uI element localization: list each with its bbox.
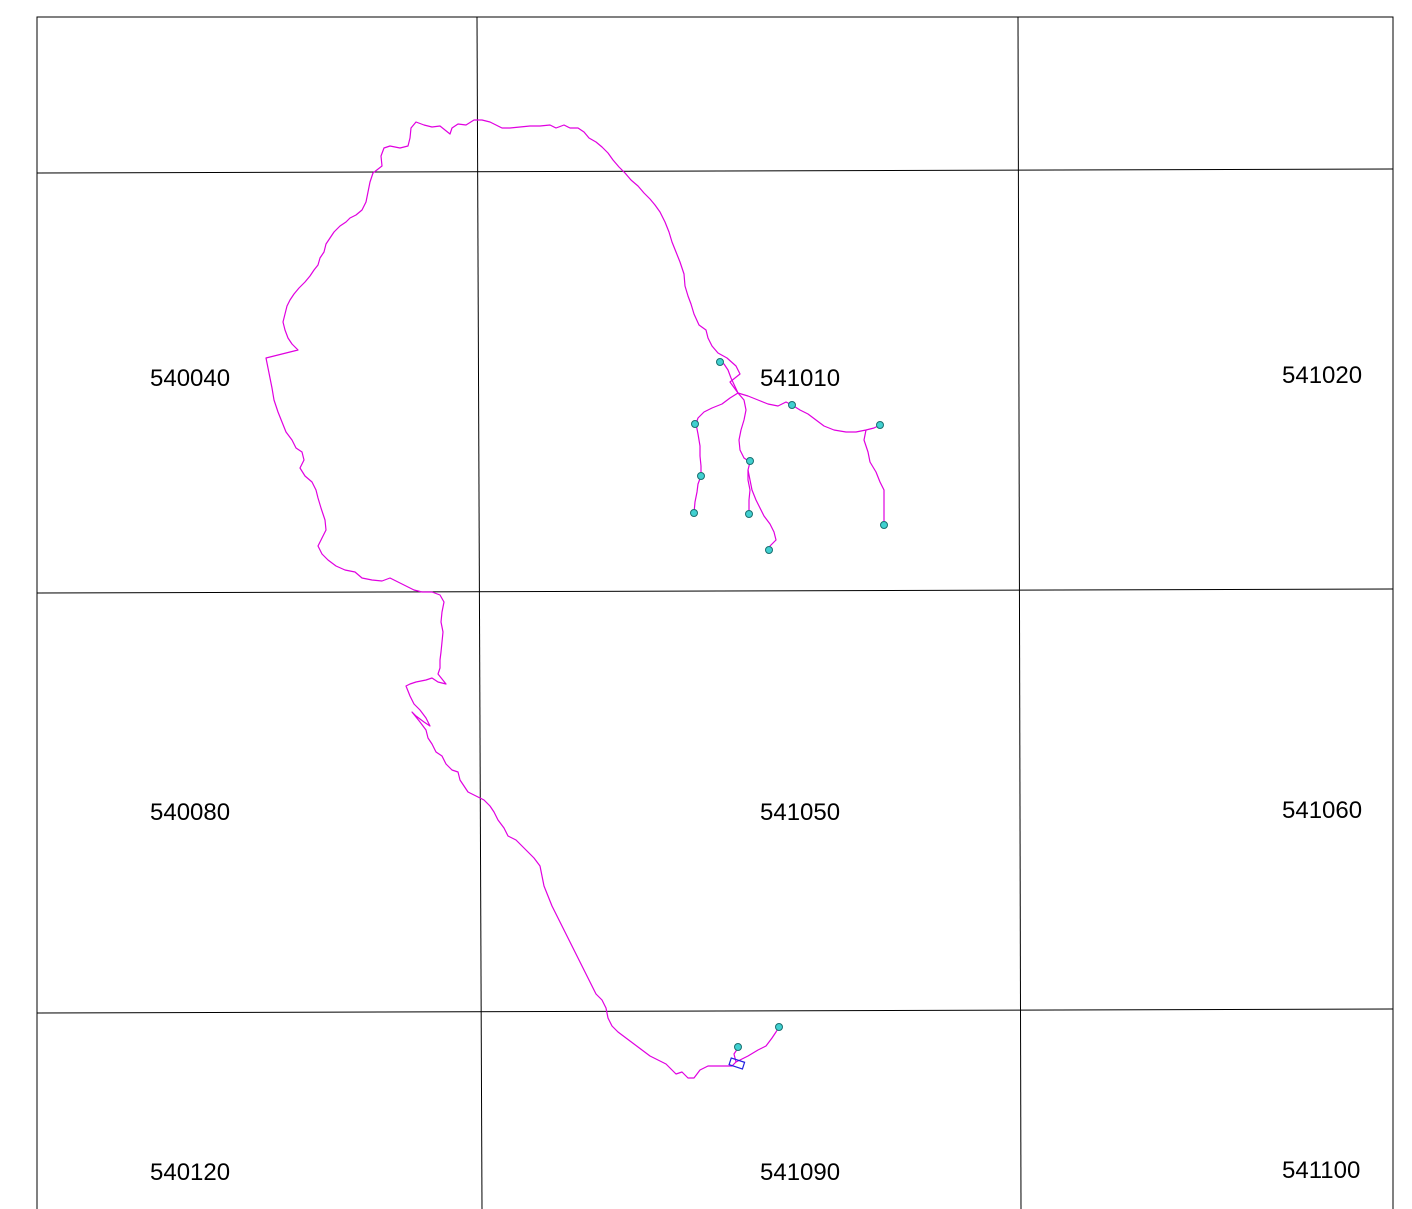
survey-point-7[interactable]: [690, 509, 698, 517]
grid-line-v1: [476, 16, 483, 1209]
map-frame: [36, 16, 1394, 1209]
survey-points: [690, 358, 888, 1051]
route-branch-center: [737, 392, 777, 551]
survey-point-10[interactable]: [765, 546, 773, 554]
grid-line-h2: [36, 588, 1394, 594]
route-lines: [265, 119, 885, 1079]
route-branch-east: [737, 392, 881, 433]
sheet-labels: 540040 541010 541020 540080 541050 54106…: [150, 362, 1362, 1186]
sheet-label-541100: 541100: [1282, 1157, 1360, 1184]
survey-point-11[interactable]: [775, 1023, 783, 1031]
sheet-label-541050: 541050: [760, 799, 840, 826]
sheet-label-540040: 540040: [150, 365, 230, 392]
sheet-label-541090: 541090: [760, 1159, 840, 1186]
sheet-label-541020: 541020: [1282, 362, 1362, 389]
sheet-grid: [36, 16, 1394, 1209]
survey-point-3[interactable]: [876, 421, 884, 429]
survey-point-12[interactable]: [734, 1043, 742, 1051]
survey-point-6[interactable]: [697, 472, 705, 480]
route-branch-east-south: [863, 429, 885, 525]
route-main-loop: [265, 119, 741, 1079]
survey-point-1[interactable]: [716, 358, 724, 366]
grid-line-h1: [36, 168, 1394, 174]
survey-point-8[interactable]: [745, 510, 753, 518]
route-branch-southeast: [735, 1026, 780, 1063]
sheet-label-540120: 540120: [150, 1159, 230, 1186]
route-branch-west: [693, 392, 739, 514]
sheet-label-540080: 540080: [150, 799, 230, 826]
sheet-label-541060: 541060: [1282, 797, 1362, 824]
structure-marker[interactable]: [728, 1057, 746, 1070]
survey-point-9[interactable]: [880, 521, 888, 529]
grid-line-v2: [1017, 16, 1022, 1209]
survey-point-5[interactable]: [746, 457, 754, 465]
grid-line-h3: [36, 1008, 1394, 1014]
survey-point-4[interactable]: [691, 420, 699, 428]
route-branch-center-spur: [747, 470, 751, 514]
survey-point-2[interactable]: [788, 401, 796, 409]
sheet-label-541010: 541010: [760, 365, 840, 392]
